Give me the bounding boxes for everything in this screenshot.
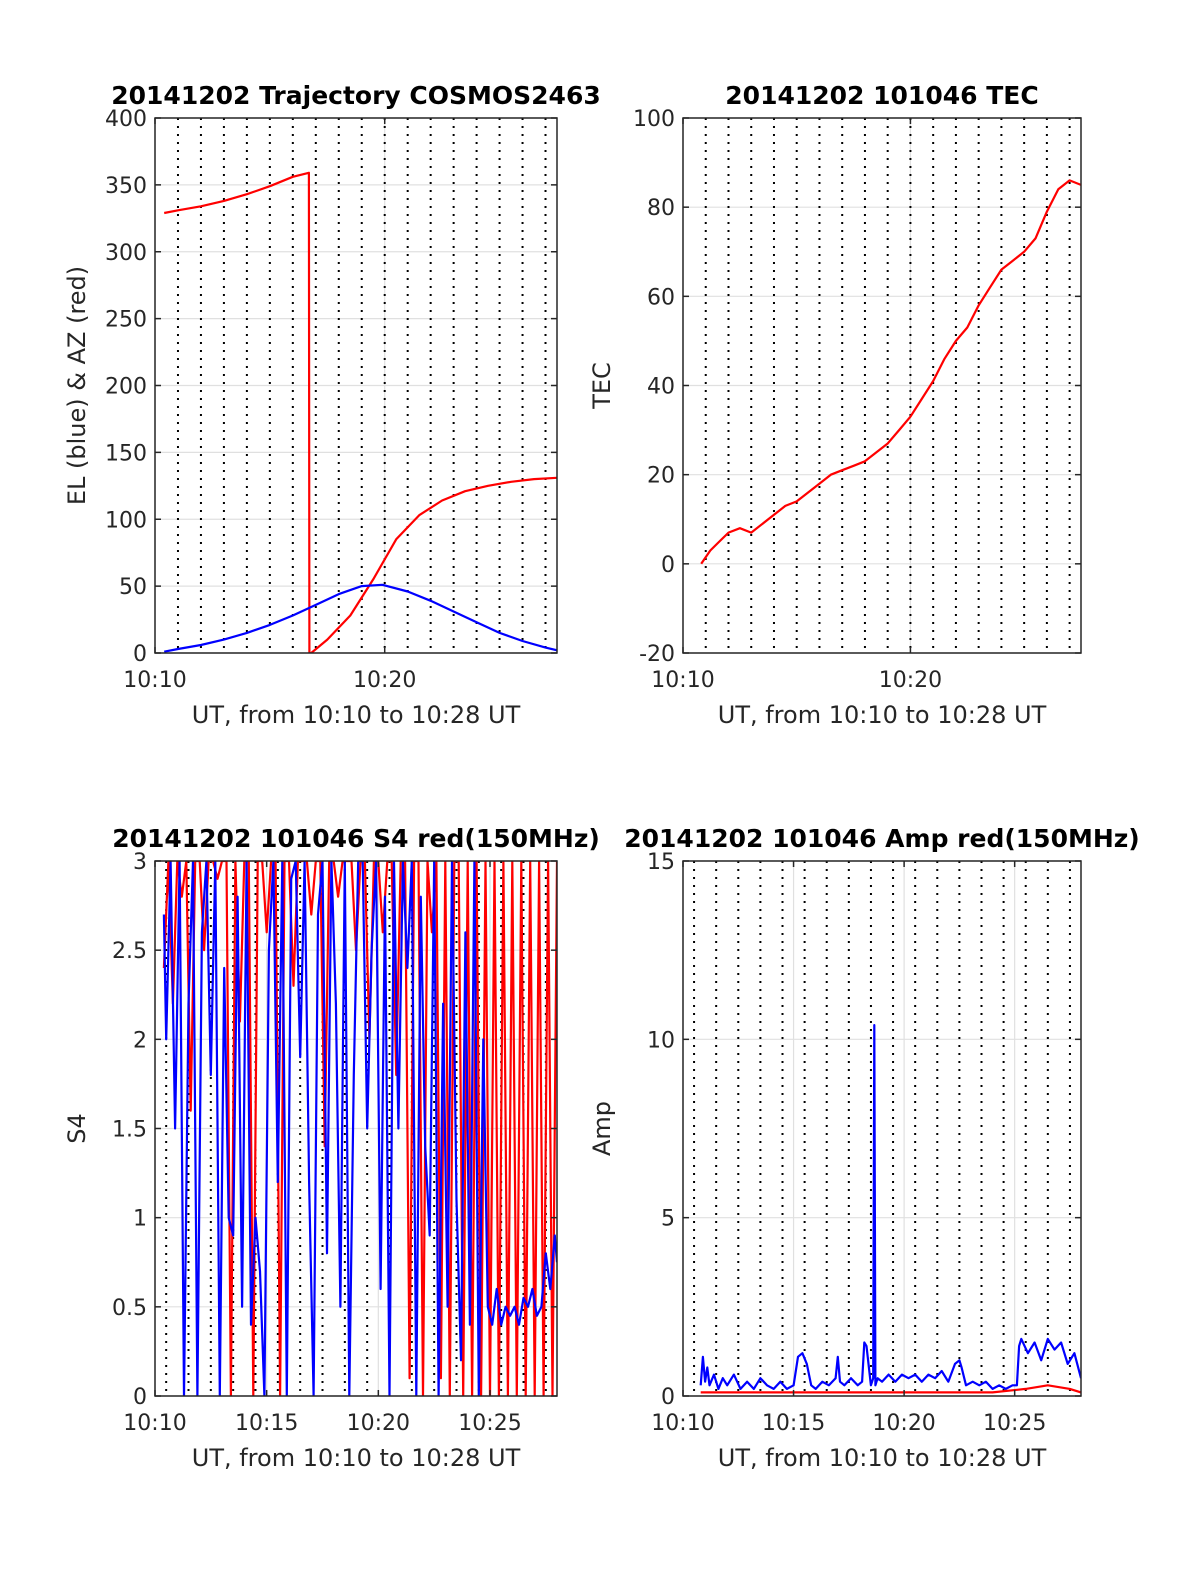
y-tick-label: 5 xyxy=(661,1207,675,1232)
y-tick-label: 200 xyxy=(105,375,147,400)
y-axis-label: TEC xyxy=(588,362,616,410)
y-tick-label: 60 xyxy=(647,285,675,310)
x-axis-label: UT, from 10:10 to 10:28 UT xyxy=(718,701,1047,729)
x-tick-label: 10:15 xyxy=(235,1411,298,1436)
x-tick-label: 10:10 xyxy=(651,668,714,693)
y-tick-label: -20 xyxy=(639,642,675,667)
series-group xyxy=(700,179,1081,565)
chart-title: 20141202 101046 Amp red(150MHz) xyxy=(624,824,1140,853)
y-tick-label: 1.5 xyxy=(112,1118,147,1143)
y-tick-label: 3 xyxy=(133,850,147,875)
series-line-blue xyxy=(699,1023,1081,1391)
y-tick-label: 50 xyxy=(119,575,147,600)
series-line-blue xyxy=(162,861,557,1396)
x-tick-label: 10:25 xyxy=(458,1411,521,1436)
y-tick-label: 0.5 xyxy=(112,1296,147,1321)
y-axis-label: S4 xyxy=(63,1113,91,1144)
y-tick-label: 300 xyxy=(105,241,147,266)
chart-title: 20141202 101046 S4 red(150MHz) xyxy=(112,824,600,853)
series-line-red xyxy=(163,171,557,653)
y-tick-label: 0 xyxy=(133,1385,147,1410)
y-tick-label: 150 xyxy=(105,441,147,466)
y-tick-label: 2.5 xyxy=(112,939,147,964)
x-tick-label: 10:20 xyxy=(347,1411,410,1436)
y-tick-label: 250 xyxy=(105,308,147,333)
x-axis-label: UT, from 10:10 to 10:28 UT xyxy=(718,1444,1047,1472)
y-tick-label: 1 xyxy=(133,1207,147,1232)
chart-title: 20141202 101046 TEC xyxy=(725,81,1038,110)
chart-3: 0 0.5 1 1.5 2 2.5 3 10:10 10:15 10:20 10:25 2014120… xyxy=(63,824,600,1472)
series-line-red xyxy=(700,1384,1081,1394)
y-axis-label: EL (blue) & AZ (red) xyxy=(63,266,91,505)
y-tick-label: 0 xyxy=(133,642,147,667)
series-line-blue xyxy=(163,583,557,653)
y-tick-label: 100 xyxy=(105,508,147,533)
chart-4: 0 5 10 15 10:10 10:15 10:20 10:25 20141202 10104… xyxy=(588,824,1140,1472)
series-group xyxy=(162,861,557,1396)
y-tick-label: 2 xyxy=(133,1028,147,1053)
x-tick-label: 10:20 xyxy=(353,668,416,693)
y-tick-label: 350 xyxy=(105,174,147,199)
y-tick-label: 80 xyxy=(647,196,675,221)
chart-2: -20 0 20 40 60 80 100 10:10 10:20 20141202 101046… xyxy=(588,81,1082,729)
x-tick-label: 10:10 xyxy=(123,1411,186,1436)
x-axis-label: UT, from 10:10 to 10:28 UT xyxy=(192,1444,521,1472)
y-axis-label: Amp xyxy=(588,1101,616,1156)
x-tick-label: 10:20 xyxy=(872,1411,935,1436)
series-group xyxy=(699,1023,1081,1394)
y-tick-label: 15 xyxy=(647,850,675,875)
x-tick-label: 10:10 xyxy=(123,668,186,693)
plot-area xyxy=(683,861,1081,1396)
y-tick-label: 40 xyxy=(647,375,675,400)
x-tick-label: 10:10 xyxy=(651,1411,714,1436)
y-tick-label: 10 xyxy=(647,1028,675,1053)
y-tick-label: 0 xyxy=(661,1385,675,1410)
y-tick-label: 100 xyxy=(633,107,675,132)
x-tick-label: 10:15 xyxy=(762,1411,825,1436)
x-tick-label: 10:20 xyxy=(879,668,942,693)
axes-frame xyxy=(682,860,1082,1397)
y-tick-label: 400 xyxy=(105,107,147,132)
series-line-red xyxy=(700,179,1081,565)
x-tick-label: 10:25 xyxy=(983,1411,1046,1436)
series-group xyxy=(163,171,557,653)
chart-title: 20141202 Trajectory COSMOS2463 xyxy=(111,81,601,110)
y-tick-label: 0 xyxy=(661,553,675,578)
chart-1: 0 50 100 150 200 250 300 350 400 10:10 10:20 201412… xyxy=(63,81,601,729)
x-axis-label: UT, from 10:10 to 10:28 UT xyxy=(192,701,521,729)
y-tick-label: 20 xyxy=(647,464,675,489)
